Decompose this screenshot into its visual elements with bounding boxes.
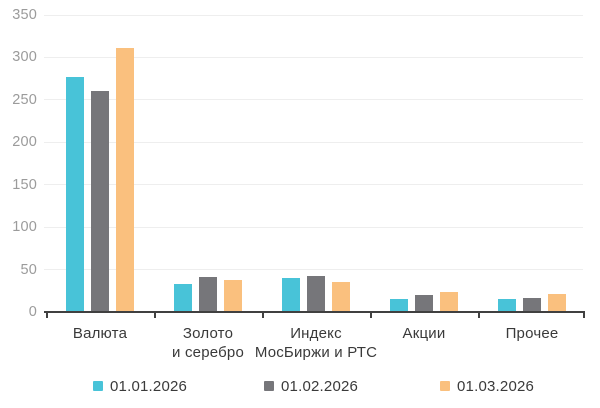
x-axis-tick — [370, 313, 372, 318]
legend-label: 01.02.2026 — [281, 377, 359, 395]
y-axis-tick-label: 300 — [12, 49, 37, 66]
bar-01.03.2026-5[interactable] — [548, 294, 566, 312]
y-axis-tick-label: 50 — [20, 261, 37, 278]
x-axis-tick — [46, 313, 48, 318]
gridline — [44, 226, 583, 228]
legend-label: 01.01.2026 — [110, 377, 188, 395]
gridline — [44, 14, 583, 16]
x-axis-tick — [583, 313, 585, 318]
gridline — [44, 269, 583, 271]
category-label-5: Прочее — [452, 324, 600, 343]
category-label-line: Акции — [402, 325, 446, 342]
legend-swatch-icon — [264, 381, 274, 391]
y-axis-tick-label: 250 — [12, 91, 37, 108]
category-label-line: Валюта — [72, 325, 128, 342]
bar-01.03.2026-3[interactable] — [332, 282, 350, 312]
bar-01.02.2026-4[interactable] — [415, 295, 433, 312]
bar-01.03.2026-1[interactable] — [116, 48, 134, 312]
bar-01.01.2026-4[interactable] — [390, 299, 408, 312]
y-axis-tick-label: 0 — [28, 304, 37, 320]
bar-01.03.2026-2[interactable] — [224, 279, 242, 312]
category-label-3: Индекс МосБиржи и РТС — [236, 324, 396, 362]
legend-item-01.01.2026[interactable]: 01.01.2026 — [93, 377, 188, 395]
gridline — [44, 184, 583, 186]
legend-label: 01.03.2026 — [457, 377, 535, 395]
legend-swatch-icon — [93, 381, 103, 391]
x-axis-tick — [154, 313, 156, 318]
y-axis-tick-label: 350 — [12, 7, 37, 23]
x-axis-tick — [262, 313, 264, 318]
bar-01.01.2026-1[interactable] — [66, 76, 84, 312]
bar-01.02.2026-3[interactable] — [307, 276, 325, 312]
category-label-4: Акции — [344, 324, 504, 343]
bar-01.03.2026-4[interactable] — [440, 292, 458, 312]
x-axis-tick — [478, 313, 480, 318]
category-label-line: МосБиржи и РТС — [254, 344, 378, 361]
bar-01.01.2026-3[interactable] — [282, 278, 300, 312]
y-axis-tick-label: 150 — [12, 176, 37, 193]
plot-area: 0 50 100 150 200 250 300 350 Валюта Золото и сере… — [12, 7, 600, 362]
legend-swatch-icon — [440, 381, 450, 391]
gridline — [44, 99, 583, 101]
x-axis-line — [44, 311, 585, 313]
legend: 01.01.2026 01.02.2026 01.03.2026 — [0, 378, 600, 396]
bar-01.01.2026-5[interactable] — [498, 299, 516, 312]
legend-item-01.03.2026[interactable]: 01.03.2026 — [440, 377, 535, 395]
bar-01.02.2026-2[interactable] — [199, 277, 217, 312]
bar-01.02.2026-1[interactable] — [91, 90, 109, 312]
bar-01.01.2026-2[interactable] — [174, 283, 192, 312]
y-axis-tick-label: 100 — [12, 219, 37, 236]
category-label-1: Валюта — [20, 324, 180, 343]
category-label-line: Прочее — [505, 325, 559, 342]
category-label-line: Золото — [182, 325, 234, 342]
gridline — [44, 56, 583, 58]
category-label-line: Индекс — [290, 325, 342, 342]
bar-01.02.2026-5[interactable] — [523, 297, 541, 312]
y-axis-tick-label: 200 — [12, 134, 37, 151]
category-label-line: и серебро — [172, 344, 244, 361]
legend-item-01.02.2026[interactable]: 01.02.2026 — [264, 377, 359, 395]
category-label-2: Золото и серебро — [128, 324, 288, 362]
gridline — [44, 141, 583, 143]
